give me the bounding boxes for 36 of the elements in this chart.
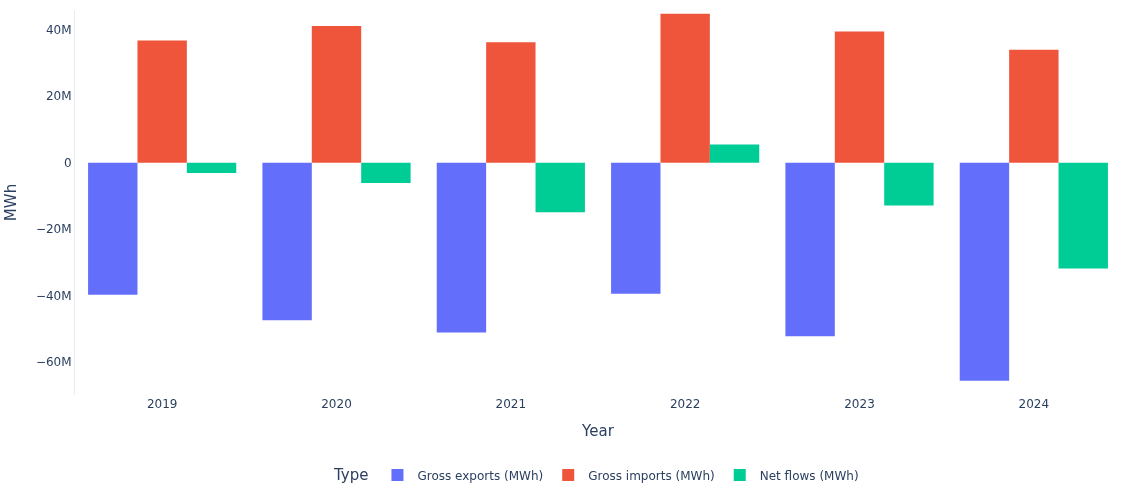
legend-title: Type (333, 465, 369, 484)
legend-label: Net flows (MWh) (759, 468, 859, 483)
bar (709, 144, 760, 163)
y-tick-label: −60M (35, 355, 72, 370)
x-tick-label: 2023 (844, 397, 875, 411)
bar (611, 162, 661, 294)
y-tick-label: −20M (35, 222, 72, 237)
y-axis-title: MWh (2, 183, 21, 222)
bar (436, 162, 487, 333)
bar (486, 42, 536, 163)
y-tick-label: −40M (35, 288, 72, 303)
bar (186, 162, 237, 173)
x-tick-label: 2020 (321, 397, 352, 411)
bar (262, 162, 312, 321)
bar (1009, 49, 1059, 163)
x-tick-label: 2019 (146, 397, 178, 411)
bar (535, 162, 585, 213)
legend-label: Gross exports (MWh) (417, 468, 544, 483)
bar (834, 31, 885, 163)
bar (311, 25, 362, 163)
x-tick-label: 2022 (669, 397, 701, 411)
legend-label: Gross imports (MWh) (588, 468, 715, 483)
bar (959, 162, 1010, 381)
bar (884, 162, 934, 206)
y-tick-label: 0 (63, 155, 72, 170)
x-tick-label: 2021 (495, 397, 527, 411)
x-axis-title: Year (581, 422, 615, 440)
bar (1058, 162, 1108, 269)
bar (137, 40, 187, 163)
y-tick-label: 40M (45, 23, 72, 38)
bar (361, 162, 411, 183)
x-tick-label: 2024 (1018, 397, 1050, 411)
bar (785, 162, 835, 337)
bar (88, 162, 138, 295)
y-tick-label: 20M (45, 89, 72, 104)
bar (660, 13, 710, 163)
